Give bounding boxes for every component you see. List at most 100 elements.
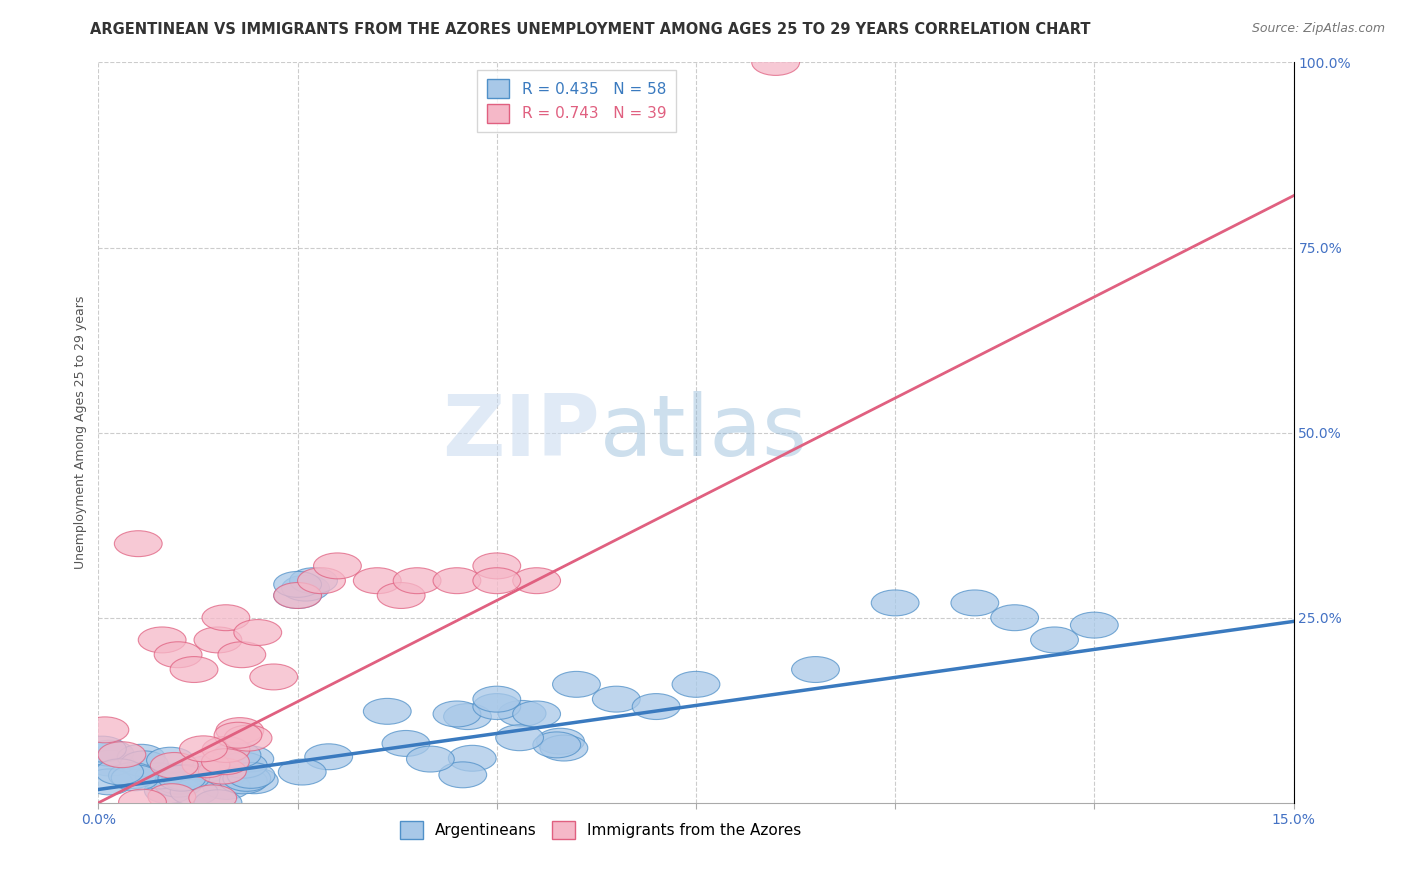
Ellipse shape	[472, 694, 520, 720]
Ellipse shape	[155, 772, 202, 797]
Ellipse shape	[155, 641, 202, 668]
Ellipse shape	[553, 672, 600, 698]
Ellipse shape	[86, 740, 134, 766]
Ellipse shape	[444, 704, 492, 730]
Ellipse shape	[194, 789, 242, 815]
Ellipse shape	[198, 762, 246, 788]
Ellipse shape	[533, 732, 581, 758]
Ellipse shape	[274, 582, 322, 608]
Ellipse shape	[472, 567, 520, 594]
Ellipse shape	[224, 725, 271, 751]
Text: atlas: atlas	[600, 391, 808, 475]
Ellipse shape	[382, 731, 430, 756]
Ellipse shape	[537, 728, 585, 755]
Ellipse shape	[231, 768, 278, 794]
Ellipse shape	[394, 567, 441, 594]
Ellipse shape	[250, 664, 298, 690]
Ellipse shape	[1031, 627, 1078, 653]
Ellipse shape	[87, 750, 135, 776]
Ellipse shape	[449, 746, 496, 772]
Ellipse shape	[406, 746, 454, 772]
Ellipse shape	[226, 746, 274, 772]
Ellipse shape	[298, 567, 346, 594]
Ellipse shape	[290, 567, 337, 594]
Ellipse shape	[314, 553, 361, 579]
Ellipse shape	[433, 567, 481, 594]
Ellipse shape	[146, 747, 194, 773]
Ellipse shape	[305, 744, 353, 770]
Ellipse shape	[281, 575, 329, 601]
Ellipse shape	[217, 718, 264, 744]
Ellipse shape	[363, 698, 411, 724]
Ellipse shape	[82, 717, 129, 743]
Ellipse shape	[148, 784, 195, 810]
Ellipse shape	[118, 789, 166, 815]
Ellipse shape	[274, 582, 322, 608]
Y-axis label: Unemployment Among Ages 25 to 29 years: Unemployment Among Ages 25 to 29 years	[75, 296, 87, 569]
Ellipse shape	[96, 759, 143, 785]
Ellipse shape	[190, 761, 238, 787]
Ellipse shape	[201, 748, 249, 774]
Ellipse shape	[202, 737, 250, 763]
Ellipse shape	[1070, 612, 1118, 638]
Ellipse shape	[121, 751, 169, 777]
Ellipse shape	[111, 764, 159, 790]
Ellipse shape	[377, 582, 425, 608]
Ellipse shape	[214, 742, 262, 768]
Ellipse shape	[472, 553, 520, 579]
Ellipse shape	[98, 742, 146, 768]
Ellipse shape	[472, 686, 520, 712]
Ellipse shape	[188, 785, 236, 811]
Ellipse shape	[181, 752, 229, 778]
Ellipse shape	[792, 657, 839, 682]
Ellipse shape	[219, 768, 267, 794]
Ellipse shape	[84, 769, 132, 795]
Ellipse shape	[752, 49, 800, 76]
Ellipse shape	[180, 736, 228, 762]
Ellipse shape	[274, 572, 322, 598]
Ellipse shape	[202, 773, 250, 799]
Ellipse shape	[672, 672, 720, 698]
Ellipse shape	[160, 762, 208, 788]
Text: ZIP: ZIP	[443, 391, 600, 475]
Ellipse shape	[157, 765, 205, 791]
Ellipse shape	[162, 764, 209, 790]
Ellipse shape	[433, 701, 481, 727]
Ellipse shape	[218, 641, 266, 668]
Ellipse shape	[872, 590, 920, 615]
Text: Source: ZipAtlas.com: Source: ZipAtlas.com	[1251, 22, 1385, 36]
Ellipse shape	[170, 657, 218, 682]
Ellipse shape	[155, 768, 202, 794]
Ellipse shape	[198, 758, 246, 784]
Ellipse shape	[79, 736, 127, 762]
Ellipse shape	[170, 779, 218, 805]
Ellipse shape	[114, 531, 162, 557]
Ellipse shape	[513, 701, 561, 727]
Ellipse shape	[138, 627, 186, 653]
Ellipse shape	[498, 700, 546, 726]
Ellipse shape	[496, 725, 544, 751]
Ellipse shape	[214, 723, 262, 748]
Ellipse shape	[592, 686, 640, 712]
Ellipse shape	[950, 590, 998, 615]
Ellipse shape	[991, 605, 1039, 631]
Ellipse shape	[194, 627, 242, 653]
Ellipse shape	[439, 762, 486, 788]
Ellipse shape	[224, 765, 271, 791]
Legend: Argentineans, Immigrants from the Azores: Argentineans, Immigrants from the Azores	[392, 814, 808, 847]
Ellipse shape	[233, 620, 281, 646]
Ellipse shape	[202, 605, 250, 631]
Ellipse shape	[219, 752, 267, 778]
Ellipse shape	[135, 763, 183, 789]
Ellipse shape	[278, 759, 326, 785]
Ellipse shape	[353, 567, 401, 594]
Ellipse shape	[183, 756, 231, 782]
Ellipse shape	[633, 694, 681, 720]
Ellipse shape	[108, 763, 156, 789]
Ellipse shape	[228, 763, 276, 789]
Ellipse shape	[513, 567, 561, 594]
Text: ARGENTINEAN VS IMMIGRANTS FROM THE AZORES UNEMPLOYMENT AMONG AGES 25 TO 29 YEARS: ARGENTINEAN VS IMMIGRANTS FROM THE AZORE…	[90, 22, 1091, 37]
Ellipse shape	[145, 778, 193, 804]
Ellipse shape	[150, 753, 198, 779]
Ellipse shape	[540, 735, 588, 761]
